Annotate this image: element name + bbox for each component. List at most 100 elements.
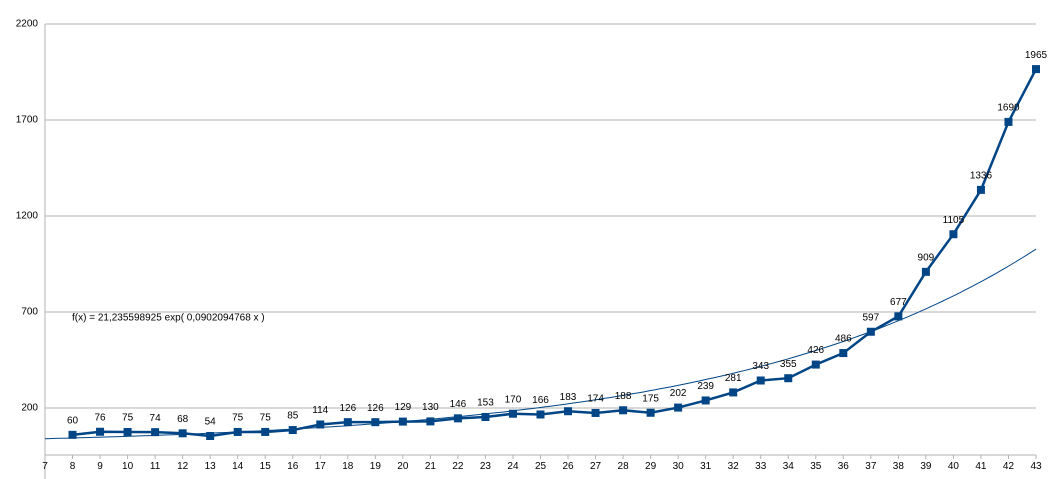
x-tick-label: 29 [645, 461, 657, 472]
y-tick-label: 700 [21, 307, 38, 318]
x-tick-label: 25 [535, 461, 547, 472]
data-point [1004, 117, 1013, 126]
x-tick-label: 17 [315, 461, 327, 472]
data-label: 68 [177, 414, 189, 425]
data-label: 175 [642, 393, 659, 404]
data-label: 153 [477, 398, 494, 409]
data-label: 202 [670, 388, 687, 399]
data-point [316, 420, 325, 429]
data-point [261, 427, 270, 436]
data-point [756, 376, 765, 385]
x-tick-label: 27 [590, 461, 602, 472]
x-tick-label: 32 [728, 461, 740, 472]
data-point [371, 418, 380, 427]
data-label: 909 [918, 252, 935, 263]
x-tick-label: 26 [562, 461, 574, 472]
data-label: 85 [287, 411, 299, 422]
data-point [811, 360, 820, 369]
x-tick-label: 16 [287, 461, 299, 472]
data-point [123, 427, 132, 436]
x-tick-label: 7 [42, 461, 48, 472]
data-label: 597 [862, 312, 879, 323]
data-label: 166 [532, 395, 549, 406]
data-label: 1336 [970, 171, 993, 182]
data-label: 146 [450, 399, 467, 410]
y-tick-label: 1200 [16, 211, 39, 222]
data-label: 54 [205, 417, 217, 428]
data-point [233, 427, 242, 436]
x-tick-label: 36 [838, 461, 850, 472]
data-point [68, 430, 77, 439]
data-point [784, 374, 793, 383]
data-point [481, 412, 490, 421]
data-label: 60 [67, 415, 79, 426]
x-tick-label: 35 [810, 461, 822, 472]
data-point [839, 349, 848, 358]
x-tick-label: 31 [700, 461, 712, 472]
data-point [151, 428, 160, 437]
data-label: 126 [367, 403, 384, 414]
data-point [701, 396, 710, 405]
data-point [536, 410, 545, 419]
data-point [921, 267, 930, 276]
data-point [288, 426, 297, 435]
data-label: 75 [232, 413, 244, 424]
data-point [949, 230, 958, 239]
data-point [508, 409, 517, 418]
data-label: 281 [725, 373, 742, 384]
data-label: 343 [752, 361, 769, 372]
x-tick-label: 33 [755, 461, 767, 472]
data-label: 114 [312, 405, 328, 416]
trendline-equation: f(x) = 21,235598925 exp( 0,0902094768 x … [72, 313, 265, 324]
data-point [591, 408, 600, 417]
x-tick-label: 9 [97, 461, 103, 472]
data-label: 75 [260, 413, 272, 424]
data-label: 486 [835, 334, 852, 345]
x-tick-label: 8 [70, 461, 76, 472]
data-point [206, 431, 215, 440]
data-point [426, 417, 435, 426]
y-tick-label: 200 [21, 403, 38, 414]
data-label: 76 [94, 412, 106, 423]
x-tick-label: 38 [893, 461, 905, 472]
data-point [894, 312, 903, 321]
data-label: 188 [615, 391, 632, 402]
data-point [1032, 65, 1040, 74]
data-point [178, 429, 187, 438]
x-tick-label: 43 [1030, 461, 1042, 472]
data-label: 129 [395, 402, 412, 413]
x-tick-label: 18 [342, 461, 354, 472]
data-label: 170 [505, 394, 522, 405]
x-tick-label: 12 [177, 461, 189, 472]
x-tick-label: 30 [673, 461, 685, 472]
data-line [72, 68, 1038, 438]
data-point [619, 406, 628, 415]
data-label: 426 [807, 345, 824, 356]
x-tick-label: 37 [865, 461, 877, 472]
data-point [398, 417, 407, 426]
data-point [453, 414, 462, 423]
data-point [96, 427, 105, 436]
x-tick-label: 34 [783, 461, 795, 472]
data-label: 1690 [997, 103, 1020, 114]
x-tick-label: 22 [452, 461, 464, 472]
x-tick-label: 23 [480, 461, 492, 472]
data-label: 130 [422, 402, 439, 413]
x-tick-label: 21 [425, 461, 437, 472]
x-tick-label: 11 [150, 461, 161, 472]
data-label: 239 [697, 381, 714, 392]
x-tick-label: 10 [122, 461, 134, 472]
data-point [866, 327, 875, 336]
x-tick-label: 42 [1003, 461, 1015, 472]
x-tick-label: 15 [260, 461, 272, 472]
data-point [564, 407, 573, 416]
data-label: 75 [122, 413, 134, 424]
data-label: 126 [339, 403, 356, 414]
data-label: 74 [150, 413, 162, 424]
x-tick-label: 20 [397, 461, 409, 472]
x-tick-label: 19 [370, 461, 382, 472]
trendline [44, 248, 1037, 440]
data-point [343, 418, 352, 427]
x-tick-label: 13 [205, 461, 217, 472]
